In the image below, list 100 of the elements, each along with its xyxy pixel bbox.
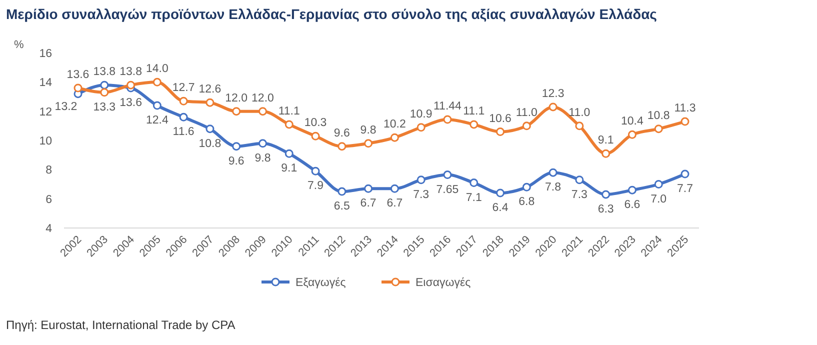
point (416, 176, 426, 184)
point (470, 120, 478, 129)
point (364, 139, 373, 148)
chart-title: Μερίδιο συναλλαγών προϊόντων Ελλάδας-Γερμανίας στο σύνολο της αξίας συναλλαγών Ελλάδας (6, 6, 657, 22)
point (680, 117, 690, 126)
data-label: 12.0 (252, 92, 274, 104)
data-label: 13.6 (120, 97, 142, 109)
point (232, 142, 241, 151)
data-label: 14.0 (146, 63, 168, 76)
point (496, 188, 505, 198)
data-label: 11.3 (674, 102, 696, 115)
data-label: 6.7 (386, 198, 403, 210)
point (232, 107, 241, 116)
data-label: 10.8 (198, 138, 222, 150)
point (602, 149, 610, 158)
point (311, 166, 320, 176)
data-label: 9.6 (334, 127, 350, 140)
data-label: 6.3 (598, 203, 614, 216)
data-label: 7.8 (545, 182, 562, 194)
point (284, 149, 294, 158)
point (179, 96, 188, 106)
data-label: 12.0 (225, 92, 248, 104)
y-tick-label: 16 (39, 48, 52, 60)
point (548, 102, 558, 112)
data-label: 13.3 (93, 101, 116, 114)
data-label: 6.4 (492, 202, 509, 214)
data-label: 9.8 (254, 152, 271, 164)
point (602, 190, 610, 199)
point (311, 132, 320, 140)
point (522, 122, 531, 130)
point (680, 170, 690, 178)
point (628, 130, 636, 139)
legend-label: Εξαγωγές (296, 277, 346, 289)
data-label: 13.6 (66, 69, 90, 81)
point (152, 78, 162, 86)
point (522, 182, 531, 192)
data-label: 7.9 (308, 180, 324, 192)
point (100, 88, 109, 97)
data-label: 10.9 (410, 108, 432, 120)
point (654, 180, 663, 188)
point (575, 176, 584, 184)
data-label: 9.6 (228, 155, 244, 168)
data-label: 10.4 (621, 116, 644, 128)
data-label: 7.7 (677, 183, 693, 196)
point (496, 128, 505, 136)
text: Πηγή: Eurostat, International Trade by CPA (6, 318, 236, 332)
data-label: 9.1 (598, 134, 614, 147)
y-tick-label: 14 (39, 77, 53, 90)
data-label: 10.3 (304, 117, 327, 130)
data-label: 10.2 (384, 118, 406, 131)
point (364, 184, 373, 193)
data-label: 12.6 (198, 84, 222, 96)
data-label: 9.1 (281, 162, 298, 175)
point (100, 80, 109, 90)
data-label: 11.44 (434, 100, 462, 112)
point (575, 122, 584, 130)
y-tick-label: 6 (46, 194, 52, 206)
y-tick-label: 10 (39, 136, 52, 148)
data-label: 7.0 (650, 193, 667, 206)
data-label: 7.1 (466, 192, 482, 204)
point (284, 120, 294, 129)
point (206, 98, 214, 107)
data-label: 12.3 (542, 88, 564, 100)
point (628, 186, 636, 194)
data-label: 10.8 (647, 110, 670, 122)
point (74, 84, 82, 92)
data-label: 10.6 (489, 112, 512, 125)
data-label: 6.7 (360, 198, 376, 210)
y-axis-title: % (14, 39, 24, 51)
y-tick-label: 12 (39, 106, 52, 118)
data-label: 11.6 (172, 126, 194, 138)
point (416, 123, 426, 132)
point (390, 133, 399, 142)
data-label: 6.6 (624, 199, 640, 212)
point (390, 184, 399, 193)
point (179, 112, 188, 122)
point (126, 80, 136, 90)
point (338, 142, 346, 151)
point (654, 124, 663, 134)
data-label: 13.8 (120, 66, 142, 78)
data-label: 6.5 (334, 200, 350, 213)
data-label: 12.4 (146, 114, 169, 126)
point (206, 124, 214, 134)
y-tick-label: 8 (46, 164, 52, 177)
point (338, 187, 346, 196)
data-label: 11.1 (278, 105, 300, 118)
data-label: 7.65 (436, 184, 459, 196)
data-label: 7.3 (571, 188, 588, 201)
data-label: 12.7 (172, 82, 195, 94)
point (152, 101, 162, 110)
y-tick-label: 4 (46, 223, 53, 235)
point (258, 107, 267, 116)
data-label: 13.8 (93, 66, 116, 78)
data-label: 7.3 (413, 188, 430, 201)
point (443, 115, 452, 124)
point (443, 170, 452, 180)
point (258, 139, 267, 148)
legend-label: Εισαγωγές (416, 277, 472, 289)
data-label: 6.8 (518, 196, 535, 208)
data-label: 11.0 (516, 106, 538, 119)
